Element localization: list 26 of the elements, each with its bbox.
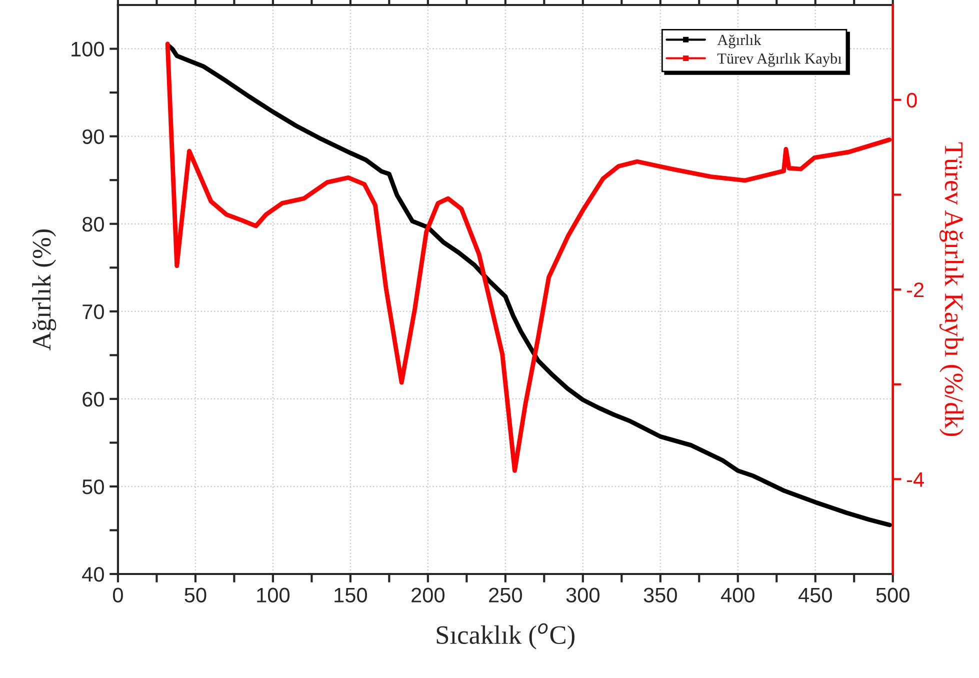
y-tick-label: 90 — [82, 129, 104, 144]
x-tick-label: 400 — [720, 588, 754, 602]
legend-label: Türev Ağırlık Kaybı — [717, 52, 842, 67]
x-tick-label: 500 — [876, 588, 910, 602]
x-tick-label: 50 — [184, 588, 206, 602]
x-tick-label: 200 — [412, 588, 444, 602]
y-tick-label: 40 — [82, 566, 104, 582]
x-tick-label: 450 — [798, 588, 832, 602]
x-tick-label: 100 — [257, 588, 290, 602]
y-tick-label: 100 — [72, 42, 104, 57]
y-tick-label: 50 — [82, 479, 104, 494]
y2-axis-title: Türev Ağırlık Kaybı (%/dk) — [939, 142, 964, 436]
legend-label: Ağırlık — [717, 34, 762, 48]
x-tick-label: 300 — [566, 588, 600, 602]
x-axis-title: Sıcaklık ($^{o}$C) — [436, 623, 574, 650]
y-tick-label: 70 — [82, 304, 104, 320]
y-tick-label: 60 — [82, 392, 104, 407]
x-tick-label: 0 — [112, 588, 123, 602]
x-tick-label: 150 — [334, 588, 367, 602]
y2-tick-label: 0 — [906, 92, 917, 108]
y2-tick-label: -2 — [906, 282, 924, 298]
x-tick-label: 250 — [489, 588, 522, 602]
y-axis-title: Ağırlık (%) — [32, 229, 56, 350]
x-tick-label: 350 — [644, 588, 677, 602]
y-tick-label: 80 — [82, 216, 104, 232]
y2-tick-label: -4 — [906, 472, 924, 487]
